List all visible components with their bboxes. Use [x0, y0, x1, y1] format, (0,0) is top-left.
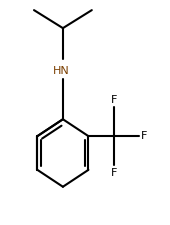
Text: HN: HN [53, 66, 70, 76]
Text: F: F [141, 131, 147, 141]
Text: F: F [111, 168, 117, 178]
Text: F: F [111, 95, 117, 105]
